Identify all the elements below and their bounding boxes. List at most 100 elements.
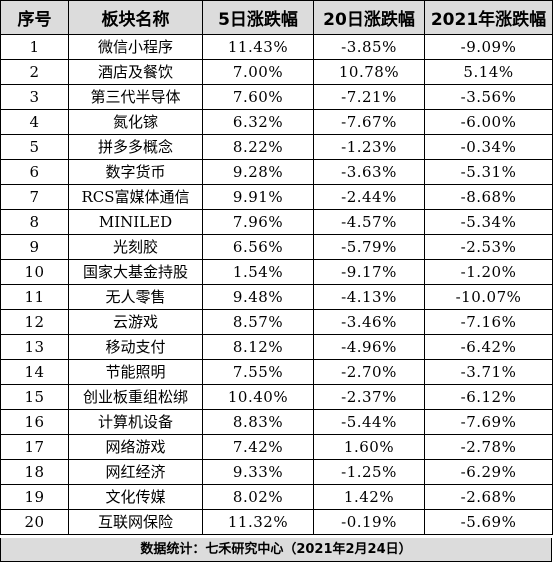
- row-index-cell: 14: [0, 359, 69, 385]
- row-index-cell: 13: [0, 334, 69, 360]
- row-chg2021-cell: -6.29%: [424, 459, 553, 485]
- row-index-cell: 5: [0, 134, 69, 160]
- row-chg5-cell: 7.00%: [202, 59, 314, 85]
- row-chg5-cell: 8.02%: [202, 484, 314, 510]
- table-row: 18 网红经济 9.33% -1.25% -6.29%: [0, 459, 553, 485]
- row-index-cell: 6: [0, 159, 69, 185]
- row-index-cell: 16: [0, 409, 69, 435]
- row-chg20-cell: 10.78%: [313, 59, 425, 85]
- row-chg20-cell: -3.85%: [313, 34, 425, 60]
- row-chg2021-cell: -1.20%: [424, 259, 553, 285]
- table-row: 17 网络游戏 7.42% 1.60% -2.78%: [0, 434, 553, 460]
- row-chg5-cell: 7.60%: [202, 84, 314, 110]
- table-row: 14 节能照明 7.55% -2.70% -3.71%: [0, 359, 553, 385]
- row-chg2021-cell: -2.53%: [424, 234, 553, 260]
- row-sector-cell: 微信小程序: [68, 34, 203, 60]
- row-sector-cell: 国家大基金持股: [68, 259, 203, 285]
- row-sector-cell: 计算机设备: [68, 409, 203, 435]
- row-index-cell: 8: [0, 209, 69, 235]
- row-chg5-cell: 7.96%: [202, 209, 314, 235]
- row-chg5-cell: 9.33%: [202, 459, 314, 485]
- row-index-cell: 1: [0, 34, 69, 60]
- row-chg5-cell: 10.40%: [202, 384, 314, 410]
- row-chg20-cell: -1.25%: [313, 459, 425, 485]
- row-sector-cell: 无人零售: [68, 284, 203, 310]
- table-row: 3 第三代半导体 7.60% -7.21% -3.56%: [0, 84, 553, 110]
- row-chg2021-cell: -6.42%: [424, 334, 553, 360]
- row-chg2021-cell: -5.69%: [424, 509, 553, 535]
- row-index-cell: 17: [0, 434, 69, 460]
- row-chg20-cell: -4.57%: [313, 209, 425, 235]
- row-sector-cell: 拼多多概念: [68, 134, 203, 160]
- row-sector-cell: 互联网保险: [68, 509, 203, 535]
- row-chg20-cell: -3.46%: [313, 309, 425, 335]
- row-chg20-cell: -4.96%: [313, 334, 425, 360]
- row-chg5-cell: 8.57%: [202, 309, 314, 335]
- row-chg5-cell: 9.91%: [202, 184, 314, 210]
- row-index-cell: 15: [0, 384, 69, 410]
- header-chg5: 5日涨跌幅: [202, 0, 314, 35]
- row-chg5-cell: 7.55%: [202, 359, 314, 385]
- table-row: 2 酒店及餐饮 7.00% 10.78% 5.14%: [0, 59, 553, 85]
- row-chg5-cell: 8.22%: [202, 134, 314, 160]
- table-row: 6 数字货币 9.28% -3.63% -5.31%: [0, 159, 553, 185]
- row-sector-cell: 创业板重组松绑: [68, 384, 203, 410]
- sector-table: 序号 板块名称 5日涨跌幅 20日涨跌幅 2021年涨跌幅 1 微信小程序 11.4…: [0, 0, 553, 535]
- row-index-cell: 4: [0, 109, 69, 135]
- row-sector-cell: 网红经济: [68, 459, 203, 485]
- row-index-cell: 11: [0, 284, 69, 310]
- row-chg20-cell: -3.63%: [313, 159, 425, 185]
- row-chg2021-cell: -8.68%: [424, 184, 553, 210]
- row-chg5-cell: 8.12%: [202, 334, 314, 360]
- row-chg2021-cell: -5.31%: [424, 159, 553, 185]
- row-chg2021-cell: -6.00%: [424, 109, 553, 135]
- row-sector-cell: 数字货币: [68, 159, 203, 185]
- table-row: 5 拼多多概念 8.22% -1.23% -0.34%: [0, 134, 553, 160]
- row-chg2021-cell: -2.78%: [424, 434, 553, 460]
- row-chg2021-cell: -0.34%: [424, 134, 553, 160]
- row-chg20-cell: 1.60%: [313, 434, 425, 460]
- table-row: 13 移动支付 8.12% -4.96% -6.42%: [0, 334, 553, 360]
- table-row: 15 创业板重组松绑 10.40% -2.37% -6.12%: [0, 384, 553, 410]
- row-sector-cell: 网络游戏: [68, 434, 203, 460]
- header-row: 序号 板块名称 5日涨跌幅 20日涨跌幅 2021年涨跌幅: [0, 0, 553, 35]
- row-chg20-cell: -4.13%: [313, 284, 425, 310]
- row-index-cell: 3: [0, 84, 69, 110]
- row-chg20-cell: 1.42%: [313, 484, 425, 510]
- row-index-cell: 10: [0, 259, 69, 285]
- row-chg5-cell: 9.48%: [202, 284, 314, 310]
- row-sector-cell: MINILED: [68, 209, 203, 235]
- row-sector-cell: 第三代半导体: [68, 84, 203, 110]
- row-index-cell: 2: [0, 59, 69, 85]
- row-chg20-cell: -9.17%: [313, 259, 425, 285]
- row-index-cell: 19: [0, 484, 69, 510]
- header-chg2021: 2021年涨跌幅: [424, 0, 553, 35]
- row-index-cell: 7: [0, 184, 69, 210]
- row-chg2021-cell: -2.68%: [424, 484, 553, 510]
- row-sector-cell: RCS富媒体通信: [68, 184, 203, 210]
- row-chg5-cell: 7.42%: [202, 434, 314, 460]
- row-chg2021-cell: -7.69%: [424, 409, 553, 435]
- table-row: 10 国家大基金持股 1.54% -9.17% -1.20%: [0, 259, 553, 285]
- row-chg20-cell: -0.19%: [313, 509, 425, 535]
- row-chg2021-cell: -5.34%: [424, 209, 553, 235]
- table-row: 7 RCS富媒体通信 9.91% -2.44% -8.68%: [0, 184, 553, 210]
- header-sector: 板块名称: [68, 0, 203, 35]
- row-sector-cell: 云游戏: [68, 309, 203, 335]
- table-row: 9 光刻胶 6.56% -5.79% -2.53%: [0, 234, 553, 260]
- header-chg20: 20日涨跌幅: [313, 0, 425, 35]
- table-row: 20 互联网保险 11.32% -0.19% -5.69%: [0, 509, 553, 535]
- data-source-footer: 数据统计：七禾研究中心（2021年2月24日）: [0, 538, 552, 562]
- row-index-cell: 12: [0, 309, 69, 335]
- table-row: 1 微信小程序 11.43% -3.85% -9.09%: [0, 34, 553, 60]
- table-row: 11 无人零售 9.48% -4.13% -10.07%: [0, 284, 553, 310]
- row-sector-cell: 光刻胶: [68, 234, 203, 260]
- table-row: 4 氮化镓 6.32% -7.67% -6.00%: [0, 109, 553, 135]
- header-index: 序号: [0, 0, 69, 35]
- row-chg20-cell: -2.37%: [313, 384, 425, 410]
- row-chg2021-cell: -7.16%: [424, 309, 553, 335]
- row-sector-cell: 氮化镓: [68, 109, 203, 135]
- row-chg20-cell: -1.23%: [313, 134, 425, 160]
- table-body: 1 微信小程序 11.43% -3.85% -9.09% 2 酒店及餐饮 7.00% 10.78…: [0, 34, 553, 535]
- row-index-cell: 9: [0, 234, 69, 260]
